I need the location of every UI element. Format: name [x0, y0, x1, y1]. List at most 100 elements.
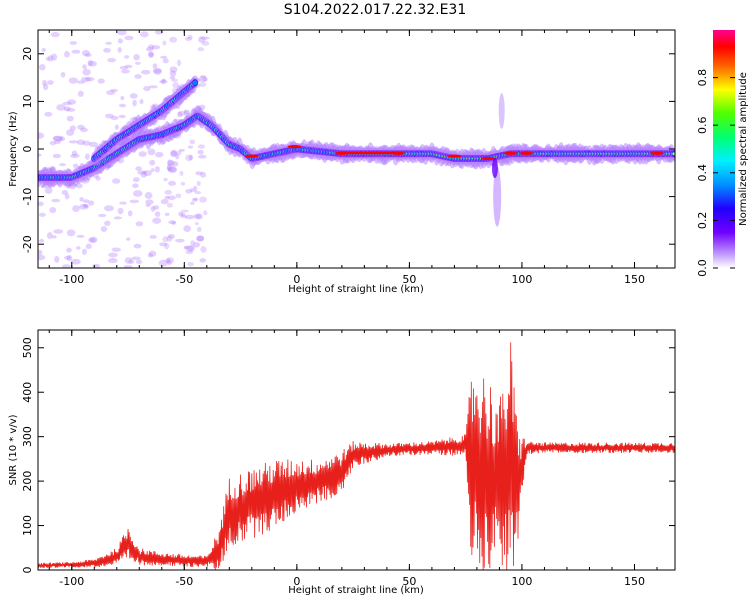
spectrogram-noise [84, 53, 92, 57]
spectrogram-noise [88, 200, 95, 206]
spectrogram-noise [169, 36, 178, 43]
spectrogram-noise [132, 177, 140, 183]
spectrogram-noise [38, 212, 46, 217]
spectrogram-noise [138, 151, 147, 157]
spectrogram-noise [175, 153, 180, 160]
spectrogram-noise [103, 48, 111, 53]
x-tick-label: 0 [293, 575, 300, 588]
spectrogram-noise [166, 257, 175, 264]
colorbar-tick-label: 0.4 [696, 164, 709, 182]
snr-frame [37, 329, 676, 571]
spectrogram-noise [154, 166, 160, 173]
spectrogram-noise [201, 41, 210, 46]
spectrogram-noise [67, 99, 77, 105]
spectrogram-noise [171, 221, 177, 225]
spectrogram-noise [152, 217, 162, 224]
spectrogram-noise [158, 259, 169, 267]
spectrogram-noise [177, 111, 183, 118]
spectrogram-noise [140, 69, 151, 75]
spectrogram-noise [124, 257, 133, 264]
spectrogram-noise [88, 60, 97, 67]
spectrogram-noise [48, 55, 54, 62]
spectrogram-noise [195, 235, 204, 242]
spectrogram-noise [45, 56, 50, 61]
spectrogram-noise [129, 199, 140, 204]
y-tick-label: -20 [21, 235, 34, 253]
spectrogram-noise [180, 215, 187, 219]
spectrogram-noise [200, 36, 210, 40]
spectrogram-noise [153, 68, 162, 74]
spectrogram-noise [162, 40, 167, 46]
y-tick-label: 0 [21, 146, 34, 153]
spectrogram-noise [82, 203, 88, 208]
spectrogram-noise [165, 258, 171, 264]
spectrogram-noise [126, 237, 131, 241]
spectrogram-noise [119, 65, 128, 70]
spectrogram-noise [134, 61, 141, 65]
spectrogram-noise [66, 108, 76, 112]
spectrogram-noise [112, 178, 121, 184]
spectrogram-noise [198, 82, 207, 87]
spectrogram-noise [62, 264, 71, 268]
spectrogram-noise [164, 242, 170, 250]
spectrogram-noise [148, 51, 154, 58]
spectrogram-noise [49, 140, 57, 146]
spectrogram-noise [135, 166, 142, 171]
spectrogram-noise [190, 240, 195, 246]
spectrogram-noise [175, 193, 182, 199]
spectrogram-noise [80, 127, 88, 133]
spectrogram-noise [166, 165, 173, 172]
spectrogram-noise [113, 216, 122, 220]
spectrogram-noise [183, 225, 191, 232]
spectrogram-noise [148, 250, 157, 257]
spectrogram-noise [200, 171, 206, 178]
spectrogram-noise [111, 247, 122, 252]
spectrogram-noise [169, 150, 178, 158]
x-tick-label: 150 [624, 575, 645, 588]
spectrogram-noise [171, 78, 179, 82]
spectrogram-peak [649, 151, 664, 155]
spectrogram-noise [149, 159, 156, 166]
spectrogram-noise [106, 90, 116, 96]
spectrogram-noise [169, 66, 178, 73]
spectrogram-peak [447, 154, 462, 158]
spectrogram-noise [54, 255, 60, 263]
spectrogram-noise [197, 47, 205, 52]
spectrogram-noise [145, 46, 154, 52]
spectrogram-noise [47, 80, 54, 85]
colorbar: 0.0 0.2 0.4 0.6 0.8 Normalized spectral ampl… [696, 30, 749, 277]
spectrogram-noise [167, 166, 178, 173]
x-tick-label: 100 [511, 575, 532, 588]
spectrogram-noise [66, 129, 75, 136]
y-tick-label: 100 [21, 515, 34, 536]
spectrogram-noise [79, 203, 89, 210]
spectrogram-noise [202, 76, 208, 82]
spectrogram-noise [193, 197, 199, 201]
spectrogram-smear [493, 166, 502, 227]
spectrogram-noise [97, 78, 105, 84]
spectrogram-noise [88, 141, 98, 148]
spectrogram-noise [38, 254, 46, 261]
y-tick-label: 20 [21, 47, 34, 61]
spectrogram-noise [104, 113, 115, 119]
spectrogram-noise [132, 183, 139, 189]
spectrogram-noise [169, 75, 176, 80]
spectrogram-noise [199, 258, 206, 263]
spectrogram-noise [170, 149, 178, 156]
spectrogram-noise [148, 85, 159, 89]
spectrogram-noise [194, 191, 202, 195]
y-tick-label: 300 [21, 426, 34, 447]
spectrogram-noise [52, 153, 61, 159]
spectrogram-noise [120, 95, 125, 101]
spectrogram-noise [196, 226, 202, 233]
spectrogram-noise [118, 114, 126, 119]
spectrogram-noise [167, 159, 173, 166]
spectrogram-noise [76, 80, 86, 84]
spectrogram-noise [183, 245, 189, 249]
y-tick-label: 10 [21, 94, 34, 108]
spectrogram-noise [69, 41, 78, 45]
spectrogram-noise [62, 101, 72, 106]
spectrogram-peak [244, 154, 259, 158]
spectrogram-noise [177, 110, 186, 116]
